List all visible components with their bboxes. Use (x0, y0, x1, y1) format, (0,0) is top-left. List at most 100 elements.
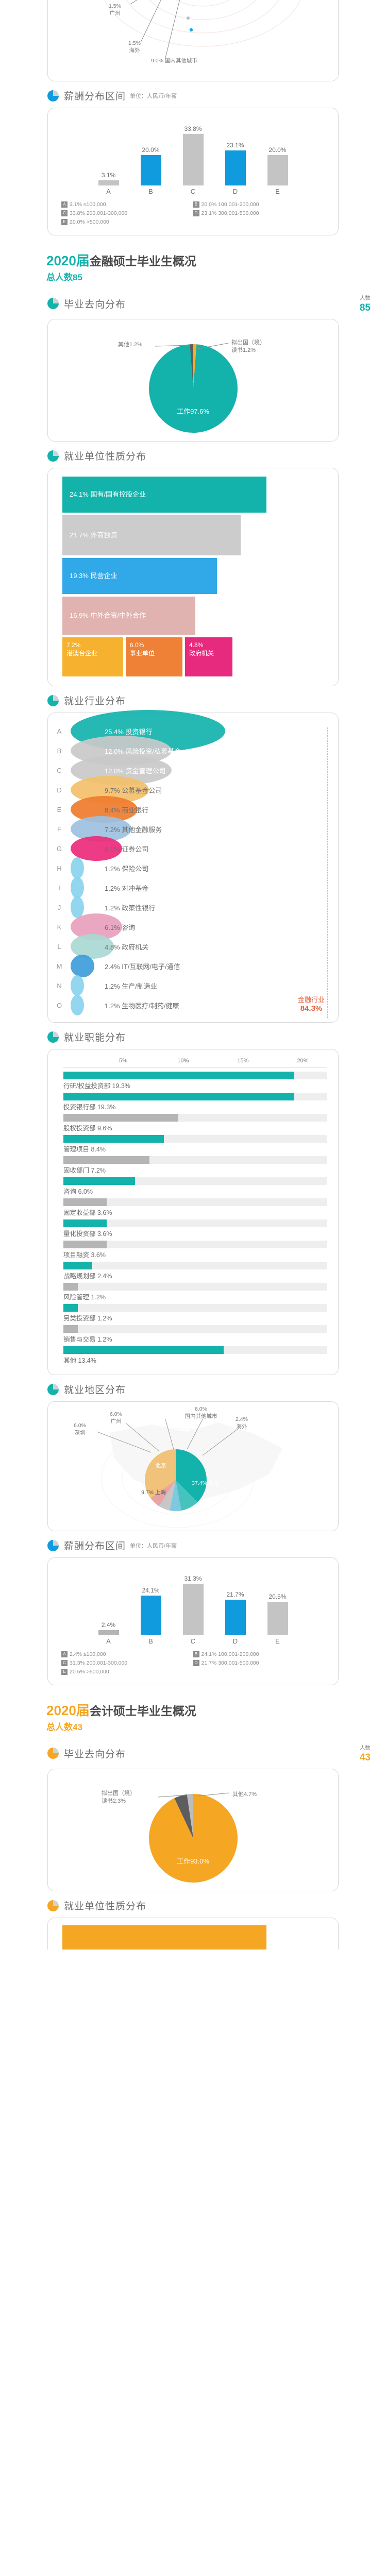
industry-label: 4.8% 政府机关 (105, 943, 149, 951)
legend-item: A 2.4% ≤100,000 (61, 1651, 193, 1658)
industry-row: G 6.0% 证券公司 (48, 836, 338, 861)
bar-fill (63, 1325, 78, 1333)
industry-row: J 1.2% 政策性银行 (48, 896, 338, 919)
job-function-item: 其他 13.4% (59, 1346, 327, 1366)
bar-column: 2.4% (96, 1568, 121, 1636)
bar-key: B (148, 1637, 153, 1646)
job-function-item: 量化投资部 3.6% (59, 1219, 327, 1240)
total-count: 人数 85 (360, 293, 386, 314)
region-label-other-cities: 9.0% 国内其他城市 (151, 58, 244, 65)
funnel-bar: 16.9% 中外合资/中外合作 (62, 597, 195, 635)
bar-fill (63, 1283, 78, 1291)
section-unit: 单位：人民币/年薪 (130, 93, 177, 99)
bar-label: 投资银行部 19.3% (63, 1104, 116, 1111)
funnel-small-bar: 7.2% 港澳台企业 (62, 637, 123, 677)
legend-item: B 24.1% 100,001-200,000 (193, 1651, 325, 1658)
name: 北京 (155, 1463, 166, 1469)
axis-tick: 20% (297, 1058, 309, 1064)
legend-text: 2.4% ≤100,000 (70, 1651, 106, 1658)
section-header-destination-finance: 毕业去向分布 人数 85 (0, 286, 386, 319)
industry-dash-guide (327, 727, 328, 1019)
job-function-item: 咨询 6.0% (59, 1177, 327, 1197)
legend-row: A 2.4% ≤100,000 B 24.1% 100,001-200,000 (61, 1651, 325, 1658)
pie-label-abroad: 拟出国（境） 读书1.2% (231, 340, 265, 354)
industry-label: 25.4% 投资银行 (105, 727, 153, 736)
section-header-unit-nature-accounting: 就业单位性质分布 (0, 1891, 386, 1918)
bar-key: B (148, 188, 153, 195)
bar-track (63, 1346, 327, 1354)
axis-tick: 10% (177, 1058, 189, 1064)
bar-value: 23.1% (226, 141, 244, 149)
pct: 9.7% (141, 1489, 154, 1496)
pct: 4.8% (189, 641, 204, 649)
pct: 6.0% (74, 1422, 86, 1429)
funnel-bar: 19.3% 民营企业 (62, 558, 217, 595)
salary-top-keys: A B C D E (48, 185, 338, 199)
pie-leader-lines (155, 343, 229, 350)
pie-icon (47, 450, 59, 462)
bar-label: 销售与交易 1.2% (63, 1336, 112, 1344)
industry-row: L 4.8% 政府机关 (48, 934, 338, 959)
count-value: 85 (359, 302, 371, 314)
industry-blob (71, 934, 114, 959)
chapter-prefix: 2020届 (46, 253, 90, 268)
industry-key: H (57, 864, 62, 872)
name: 深圳 (74, 1429, 86, 1436)
pie-slices (148, 344, 238, 433)
pie-label-abroad: 拟出国（境） 读书2.3% (102, 1790, 136, 1805)
bar-value: 20.0% (142, 146, 160, 154)
job-function-item: 销售与交易 1.2% (59, 1325, 327, 1345)
bar-fill (63, 1304, 78, 1312)
bar-rect (98, 1630, 119, 1636)
unit-nature-funnel-accounting (48, 1918, 338, 1950)
funnel-bar: 21.7% 外商独资 (62, 515, 241, 556)
industry-label: 1.2% 对冲基金 (105, 884, 149, 892)
bar-rect (98, 180, 119, 185)
job-function-item: 另类投资部 1.2% (59, 1304, 327, 1324)
bar-label: 项目融资 3.6% (63, 1251, 106, 1259)
industry-key: G (56, 844, 62, 853)
bar-label: 固收部门 7.2% (63, 1167, 106, 1175)
industry-key: B (57, 747, 62, 755)
name: 国内其他城市 (164, 58, 197, 64)
pct: 1.5% (109, 3, 121, 9)
legend-text: 20.0% >500,000 (70, 219, 109, 225)
legend-tag: C (61, 1660, 68, 1667)
bar-track (63, 1177, 327, 1185)
section-title: 就业行业分布 (64, 696, 126, 707)
pie-icon (47, 1539, 59, 1551)
industry-funnel: A 25.4% 投资银行 B 12.0% 风险投资/私募基金 C 12.0% 资金管理公司… (48, 710, 338, 1022)
legend-text: 31.3% 200,001-300,000 (70, 1660, 128, 1667)
legend-item: A 3.1% ≤100,000 (61, 201, 193, 208)
legend-tag: E (61, 219, 68, 225)
name: 广州 (110, 1418, 122, 1425)
industry-key: E (57, 805, 62, 814)
bar-track (63, 1093, 327, 1101)
pie-label-work: 工作97.6% (177, 408, 209, 416)
region-label-other-cities: 6.0% 国内其他城市 (179, 1406, 223, 1420)
section-unit: 单位：人民币/年薪 (130, 1543, 177, 1549)
legend-tag: B (193, 201, 199, 208)
bar-track (63, 1325, 327, 1333)
bar-label: 行研/权益投资部 19.3% (63, 1082, 130, 1090)
bar-fill (63, 1262, 92, 1270)
industry-label: 2.4% IT/互联网/电子/通信 (105, 962, 180, 971)
note-line1: 金融行业 (297, 996, 325, 1004)
pct: 2.4% (236, 1416, 248, 1423)
axis-tick: 15% (237, 1058, 249, 1064)
pie-icon (47, 1031, 59, 1043)
bar-track (63, 1198, 327, 1207)
chapter-finance: 2020届金融硕士毕业生概况 总人数85 (0, 235, 386, 286)
bar-column: 3.1% (96, 118, 121, 185)
legend-text: 21.7% 300,001-500,000 (201, 1660, 259, 1667)
bar-label: 管理项目 8.4% (63, 1146, 106, 1154)
industry-label: 12.0% 风险投资/私募基金 (105, 747, 181, 755)
bar-rect (140, 155, 161, 185)
section-title: 薪酬分布区间 (64, 91, 126, 102)
salary-finance-legend: A 2.4% ≤100,000 B 24.1% 100,001-200,000 C 31.… (48, 1649, 338, 1685)
industry-key: L (57, 942, 61, 951)
legend-row: A 3.1% ≤100,000 B 20.0% 100,001-200,000 (61, 201, 325, 208)
bar-column: 21.7% (223, 1568, 248, 1636)
industry-key: C (57, 766, 62, 774)
pie-leader-lines (158, 1792, 230, 1798)
